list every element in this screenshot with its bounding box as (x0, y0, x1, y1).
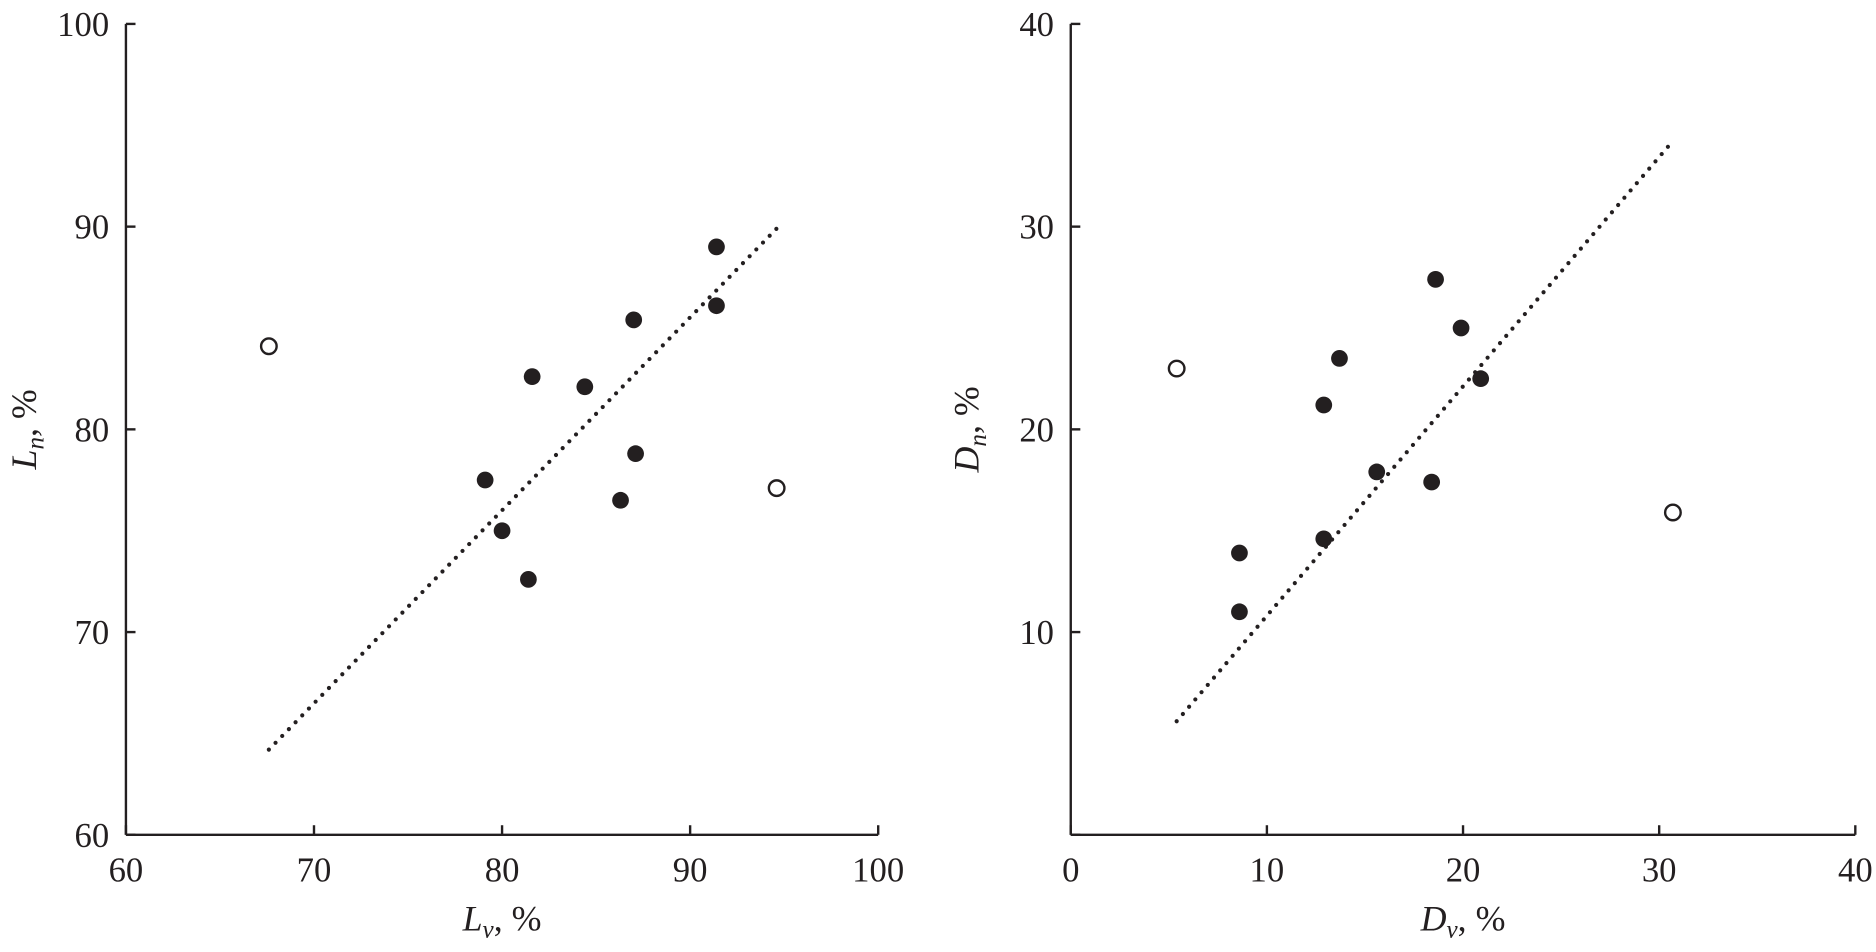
filled-data-point (627, 445, 644, 463)
filled-data-point (1315, 396, 1333, 414)
x-axis-title: Dv, % (1420, 898, 1506, 943)
x-axis-title-main: L (462, 898, 483, 938)
y-axis-title-suffix: , % (947, 386, 987, 434)
x-axis-title-sub: v (1447, 917, 1459, 944)
x-tick-label: 10 (1250, 850, 1285, 889)
y-tick-label: 40 (1019, 5, 1054, 44)
y-axis-title: Dn, % (947, 386, 992, 473)
y-tick-label: 80 (75, 410, 110, 449)
filled-data-point (1368, 463, 1386, 481)
filled-data-point (1315, 530, 1333, 548)
x-tick-label: 0 (1062, 850, 1079, 889)
y-tick-label: 100 (57, 5, 109, 44)
trend-line (266, 224, 781, 752)
filled-data-point (625, 311, 643, 329)
open-data-point (1663, 503, 1682, 522)
filled-data-point (1452, 319, 1470, 337)
x-axis-title-suffix: , % (494, 898, 542, 938)
filled-data-point (476, 471, 494, 489)
x-tick-label: 70 (297, 850, 332, 889)
filled-data-point (708, 238, 725, 256)
y-tick-label: 20 (1019, 410, 1054, 449)
x-axis-title-main: D (1420, 898, 1447, 938)
y-axis-title-sub: n (22, 437, 49, 450)
open-data-point (767, 479, 786, 498)
x-tick-label: 90 (673, 850, 708, 889)
y-axis-title-main: D (947, 446, 987, 473)
y-tick-label: 10 (1019, 613, 1054, 652)
filled-data-point (576, 378, 594, 396)
x-tick-label: 100 (852, 850, 904, 889)
y-tick-label: 60 (75, 816, 110, 855)
filled-data-point (1427, 270, 1444, 288)
y-tick-label: 30 (1019, 208, 1054, 247)
open-data-point (1167, 359, 1186, 378)
filled-data-point (1423, 473, 1441, 491)
x-axis-title: Lv, % (462, 898, 542, 943)
y-axis-title: Ln, % (4, 389, 49, 470)
trend-line (1174, 143, 1672, 724)
x-tick-label: 20 (1446, 850, 1481, 889)
y-axis-title-suffix: , % (4, 389, 44, 437)
filled-data-point (612, 491, 629, 509)
y-tick-label: 90 (75, 208, 110, 247)
open-data-point (259, 337, 278, 356)
filled-data-point (523, 368, 541, 386)
x-axis-title-suffix: , % (1458, 898, 1506, 938)
filled-data-point (520, 570, 537, 588)
y-axis-title-main: L (4, 450, 44, 471)
filled-data-point (1231, 603, 1248, 621)
x-tick-label: 30 (1642, 850, 1677, 889)
y-tick-label: 70 (75, 613, 110, 652)
filled-data-point (1231, 544, 1248, 562)
filled-data-point (493, 522, 511, 540)
x-tick-label: 40 (1838, 850, 1873, 889)
y-axis-title-sub: n (965, 434, 992, 447)
x-tick-label: 80 (485, 850, 520, 889)
x-axis-title-sub: v (483, 917, 495, 944)
filled-data-point (1331, 350, 1348, 367)
x-tick-label: 60 (109, 850, 144, 889)
filled-data-point (708, 297, 725, 315)
filled-data-point (1472, 370, 1490, 388)
